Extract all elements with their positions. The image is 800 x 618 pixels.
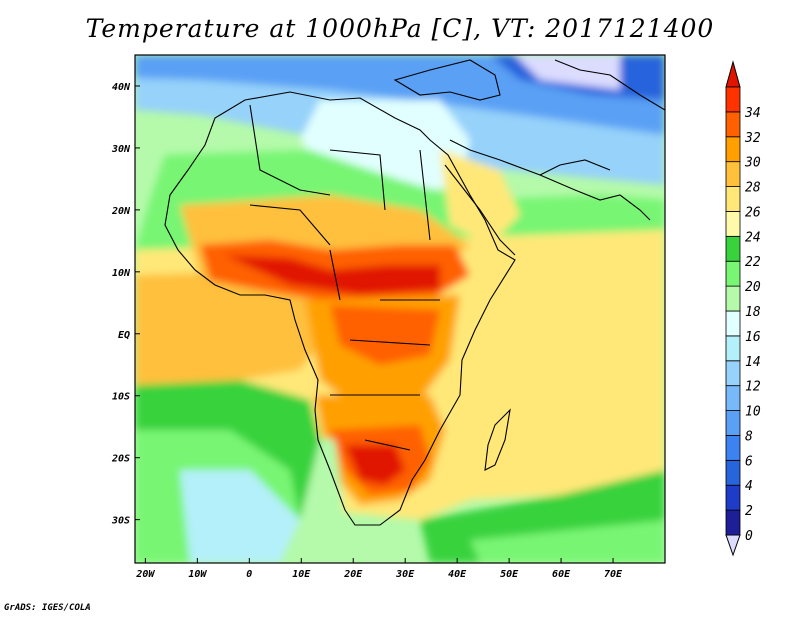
colorbar-tick-label: 18 <box>745 305 761 320</box>
colorbar-box <box>725 161 741 187</box>
colorbar-tick-label: 12 <box>745 380 761 395</box>
colorbar-tick-label: 26 <box>745 205 761 220</box>
lon-tick-label: 0 <box>246 569 252 580</box>
colorbar-box <box>725 385 741 411</box>
lon-tick-label: 50E <box>500 569 519 580</box>
lat-tick-label: 10N <box>112 268 131 279</box>
lon-tick-label: 30E <box>395 569 415 580</box>
colorbar-box <box>725 335 741 362</box>
lon-tick-label: 40E <box>448 569 467 580</box>
colorbar-box <box>725 435 741 461</box>
lon-tick-label: 70E <box>604 569 623 580</box>
colorbar-box <box>725 410 741 436</box>
colorbar-tick-label: 32 <box>744 131 761 146</box>
lat-tick-label: 30N <box>111 144 131 155</box>
lon-tick-label: 20E <box>343 569 363 580</box>
colorbar-box <box>725 360 741 387</box>
colorbar-box <box>725 211 741 237</box>
map-frame <box>134 54 666 564</box>
colorbar-box <box>725 484 741 511</box>
colorbar-tick-label: 16 <box>745 330 761 345</box>
map-title: Temperature at 1000hPa [C], VT: 20171214… <box>85 14 715 43</box>
colorbar-tick-label: 22 <box>745 255 761 270</box>
lon-tick-label: 60E <box>552 569 571 580</box>
colorbar-tick-label: 4 <box>745 479 753 494</box>
lat-tick-label: EQ <box>118 330 130 341</box>
colorbar-box <box>725 235 741 262</box>
lat-tick-label: 20N <box>111 206 131 217</box>
colorbar-box <box>725 260 741 287</box>
colorbar-tick-label: 6 <box>745 454 753 469</box>
colorbar-box <box>725 285 741 312</box>
colorbar-box <box>725 459 741 486</box>
colorbar-box <box>725 310 741 337</box>
coastline-outline <box>164 59 665 526</box>
credit-label: GrADS: IGES/COLA <box>4 603 91 613</box>
colorbar-tick-label: 2 <box>745 504 753 519</box>
lon-tick-label: 10E <box>292 569 311 580</box>
colorbar-box <box>725 86 741 113</box>
colorbar-box <box>725 509 741 536</box>
lon-tick-label: 20W <box>135 569 155 580</box>
colorbar-box <box>725 136 741 163</box>
lat-tick-label: 30S <box>111 516 130 527</box>
colorbar-tick-label: 14 <box>745 355 761 370</box>
colorbar-tick-label: 10 <box>745 405 761 420</box>
colorbar-under-triangle <box>725 534 741 557</box>
colorbar-tick-label: 20 <box>745 280 761 295</box>
lat-tick-label: 10S <box>112 392 130 403</box>
colorbar-tick-label: 28 <box>745 181 761 196</box>
lat-tick-label: 20S <box>111 454 130 465</box>
lon-tick-label: 10W <box>188 569 207 580</box>
lat-tick-label: 40N <box>112 82 131 93</box>
longitude-axis: 20W 10W 0 10E 20E 30E 40E 50E 60E 70E <box>135 558 623 580</box>
temperature-field <box>135 55 665 563</box>
colorbar-tick-label: 24 <box>745 230 761 245</box>
colorbar-box <box>725 186 741 212</box>
colorbar-box <box>725 111 741 138</box>
latitude-axis: 40N 30N 20N 10N EQ 10S 20S 30S <box>111 82 140 527</box>
colorbar-tick-label: 30 <box>744 156 761 171</box>
colorbar-tick-label: 34 <box>744 106 761 121</box>
colorbar-tick-label: 8 <box>745 429 753 444</box>
colorbar-over-triangle <box>725 60 741 88</box>
colorbar-tick-label: 0 <box>745 529 753 544</box>
